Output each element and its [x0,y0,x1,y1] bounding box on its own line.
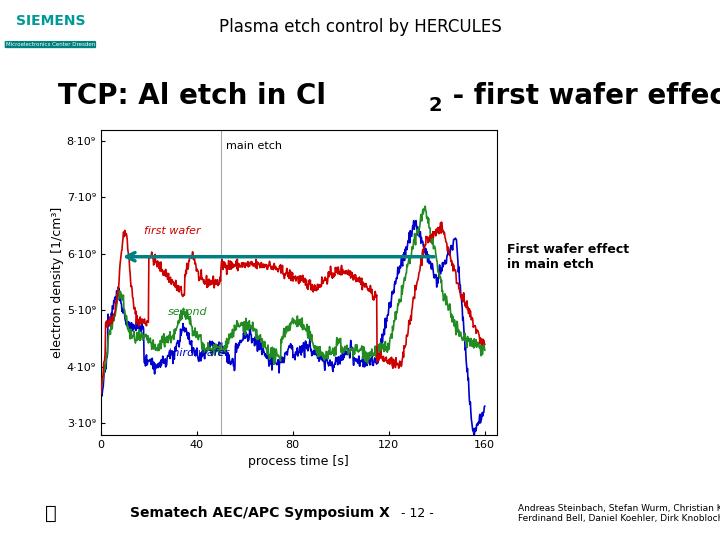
Text: main etch: main etch [225,141,282,151]
Text: - first wafer effect: - first wafer effect [443,82,720,110]
Text: Andreas Steinbach, Stefan Wurm, Christian Koelbl
Ferdinand Bell, Daniel Koehler,: Andreas Steinbach, Stefan Wurm, Christia… [518,504,720,523]
Text: Microelectronics Center Dresden: Microelectronics Center Dresden [6,42,95,47]
Text: Plasma etch control by HERCULES: Plasma etch control by HERCULES [219,18,501,36]
Text: third wafer: third wafer [168,348,229,357]
Text: SIEMENS: SIEMENS [16,14,85,28]
Text: 2: 2 [428,96,442,115]
Text: second: second [168,307,207,317]
X-axis label: process time [s]: process time [s] [248,455,349,468]
Text: Sematech AEC/APC Symposium X: Sematech AEC/APC Symposium X [130,507,390,520]
Y-axis label: electron density [1/cm³]: electron density [1/cm³] [51,206,64,358]
Text: first wafer: first wafer [144,226,201,236]
Text: - 12 -: - 12 - [401,507,434,520]
Text: First wafer effect
in main etch: First wafer effect in main etch [507,242,629,271]
Text: 🔬: 🔬 [45,504,56,523]
Text: TCP: Al etch in Cl: TCP: Al etch in Cl [58,82,325,110]
